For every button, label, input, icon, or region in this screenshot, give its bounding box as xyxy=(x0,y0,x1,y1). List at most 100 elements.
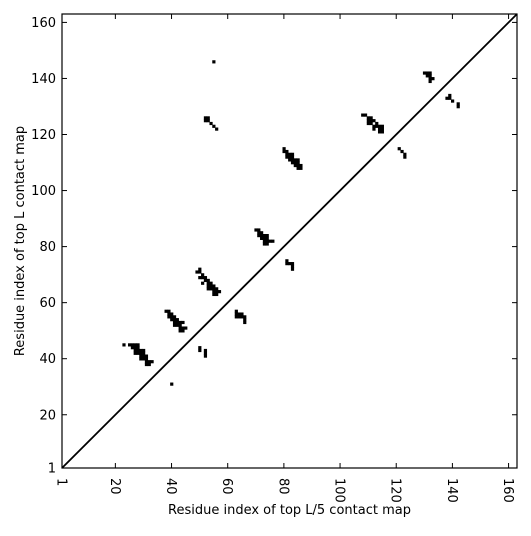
contact-cell xyxy=(288,152,292,156)
contact-cell xyxy=(282,149,286,154)
y-tick-label: 40 xyxy=(39,352,56,367)
contact-cell xyxy=(209,284,213,288)
contact-cell xyxy=(240,312,244,316)
contact-cell xyxy=(178,323,182,327)
contact-cell xyxy=(285,152,289,156)
contact-cell xyxy=(448,93,452,98)
contact-cell xyxy=(293,161,297,165)
contact-cell xyxy=(144,357,149,361)
contact-cell xyxy=(178,320,182,325)
contact-cell xyxy=(425,71,429,75)
contact-cell xyxy=(237,315,241,319)
contact-cell xyxy=(290,161,295,165)
contact-cell xyxy=(130,346,135,350)
contact-cell xyxy=(425,74,429,78)
contact-cell xyxy=(403,155,407,159)
diagonal-line xyxy=(61,13,518,469)
contact-cell xyxy=(369,119,373,123)
contact-cell xyxy=(206,278,210,283)
contact-cell xyxy=(375,124,379,128)
contact-cell xyxy=(366,119,370,123)
contact-cell xyxy=(142,357,146,361)
contact-cell xyxy=(243,315,247,319)
contact-cell xyxy=(147,362,151,367)
contact-cell xyxy=(122,343,126,347)
contact-cell xyxy=(144,354,149,358)
contact-cell xyxy=(262,236,267,240)
contact-cell xyxy=(262,239,267,243)
x-axis-title: Residue index of top L/5 contact map xyxy=(168,503,411,518)
contact-cell xyxy=(144,360,149,364)
contact-cell xyxy=(288,158,292,162)
contact-cell xyxy=(285,155,289,159)
contact-cell xyxy=(164,309,168,313)
contact-cell xyxy=(290,158,295,162)
contact-cell xyxy=(133,343,137,347)
contact-cell xyxy=(268,239,272,243)
contact-cell xyxy=(212,60,216,64)
contact-cell xyxy=(260,236,264,240)
contact-cell xyxy=(181,320,185,325)
contact-cell xyxy=(428,79,432,84)
contact-cell xyxy=(167,309,171,313)
contact-cell xyxy=(203,116,208,120)
contact-cell xyxy=(212,124,216,128)
y-tick-label: 140 xyxy=(31,72,56,87)
contact-cell xyxy=(265,234,269,238)
contact-cell xyxy=(201,276,205,280)
contact-cell xyxy=(377,127,382,131)
contact-cell xyxy=(296,158,300,162)
contact-cell xyxy=(428,74,432,78)
axis-ticks: 1 20 40 60 80 100 120 140 1601204060801001201401… xyxy=(31,14,517,503)
contact-cell xyxy=(260,234,264,238)
contact-cell xyxy=(198,267,202,271)
x-tick-label: 1 xyxy=(54,478,69,486)
contact-cell xyxy=(265,242,269,246)
contact-cell xyxy=(206,287,210,291)
contact-cell xyxy=(144,362,149,367)
contact-cell xyxy=(128,343,132,347)
contact-cell xyxy=(203,351,208,355)
contact-cell xyxy=(369,116,373,120)
contact-cell xyxy=(369,121,373,126)
contact-cell xyxy=(209,121,213,126)
contact-cell xyxy=(206,281,210,285)
x-tick-label: 160 xyxy=(500,478,515,503)
contact-cell xyxy=(198,346,202,350)
x-tick-label: 100 xyxy=(332,478,347,503)
contact-cell xyxy=(139,354,143,358)
contact-cell xyxy=(375,121,379,126)
contact-cell xyxy=(234,309,238,313)
contact-cell xyxy=(139,351,143,355)
contact-cell xyxy=(254,228,258,232)
contact-cell xyxy=(293,158,297,162)
contact-cell xyxy=(372,119,376,123)
contact-cell xyxy=(282,147,286,151)
contact-cell xyxy=(147,360,151,364)
contact-cell xyxy=(260,231,264,235)
contact-cell xyxy=(209,287,213,291)
contact-cell xyxy=(139,348,143,353)
contact-cell xyxy=(170,382,174,386)
plot-frame xyxy=(61,13,518,469)
contact-cell xyxy=(217,290,222,294)
contact-cell xyxy=(299,166,303,170)
contact-cell xyxy=(212,290,216,294)
contact-cell xyxy=(170,312,174,316)
contact-cell xyxy=(142,351,146,355)
y-tick-label: 80 xyxy=(39,240,56,255)
contact-cell xyxy=(262,234,267,238)
contact-cell xyxy=(167,315,171,319)
x-tick-label: 40 xyxy=(163,478,178,495)
contact-cell xyxy=(380,130,384,134)
y-axis-title: Residue index of top L contact map xyxy=(13,126,28,356)
contact-cell xyxy=(456,102,460,106)
contact-cell xyxy=(451,99,455,103)
contact-cell xyxy=(290,264,295,269)
contact-cell xyxy=(212,287,216,291)
contact-cell xyxy=(206,119,210,123)
contact-cells xyxy=(122,60,460,386)
contact-cell xyxy=(172,318,177,322)
contact-cell xyxy=(293,163,297,168)
x-tick-label: 140 xyxy=(444,478,459,503)
